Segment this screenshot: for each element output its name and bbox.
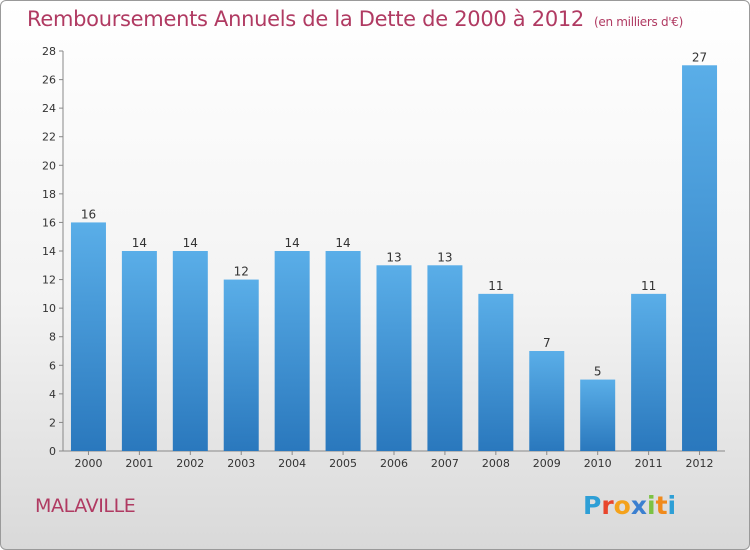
bar-value-label: 14 [285,236,300,250]
x-tick-label: 2009 [533,457,561,470]
bar-value-label: 11 [641,279,656,293]
x-tick-label: 2008 [482,457,510,470]
title-unit: (en milliers d'€) [594,15,684,29]
y-tick-label: 6 [49,359,56,372]
bar-value-label: 7 [543,336,551,350]
y-tick-label: 28 [42,45,56,58]
logo-letter: r [601,491,614,520]
y-tick-label: 24 [42,102,56,115]
bar-2005 [325,251,361,451]
bar-2012 [682,65,718,452]
bar-value-label: 27 [692,50,707,64]
bar-2009 [529,351,565,451]
bar-value-label: 5 [594,365,602,379]
x-tick-label: 2010 [584,457,612,470]
logo-letter: i [667,491,677,520]
x-tick-label: 2006 [380,457,408,470]
logo-letter: x [630,491,647,520]
y-tick-label: 20 [42,159,56,172]
bar-layer [70,65,718,452]
y-tick-label: 2 [49,416,56,429]
y-tick-label: 14 [42,245,56,258]
bar-value-label: 14 [132,236,147,250]
x-tick-label: 2003 [227,457,255,470]
bar-value-label: 13 [437,250,452,264]
proxiti-logo: Proxiti [583,491,676,520]
bar-value-label: 13 [386,250,401,264]
bar-2000 [70,222,106,451]
y-tick-label: 16 [42,216,56,229]
bar-value-label: 14 [183,236,198,250]
y-tick-label: 10 [42,302,56,315]
bar-value-label: 11 [488,279,503,293]
bar-2003 [223,279,259,451]
bar-2002 [172,251,208,451]
x-tick-label: 2005 [329,457,357,470]
logo-letter: t [655,491,668,520]
logo-letter: P [583,491,602,520]
y-tick-label: 8 [49,331,56,344]
x-tick-label: 2012 [686,457,714,470]
x-tick-label: 2001 [125,457,153,470]
y-tick-label: 22 [42,131,56,144]
logo-letter: o [613,491,631,520]
logo-letter: i [647,491,656,520]
y-tick-label: 4 [49,388,56,401]
bar-2001 [121,251,157,451]
bar-2006 [376,265,412,451]
title-text: Remboursements Annuels de la Dette de 20… [27,7,584,31]
bar-value-label: 16 [81,207,96,221]
x-tick-label: 2004 [278,457,306,470]
bar-2008 [478,293,514,451]
bar-value-label: 14 [335,236,350,250]
x-tick-label: 2011 [635,457,663,470]
x-tick-label: 2002 [176,457,204,470]
bar-2010 [580,379,616,451]
bar-2007 [427,265,463,451]
x-tick-label: 2007 [431,457,459,470]
bar-value-label: 12 [234,265,249,279]
town-name: MALAVILLE [35,495,136,517]
y-tick-label: 26 [42,74,56,87]
label-layer: 16 14 14 12 14 14 13 13 11 7 5 11 27 [81,50,707,378]
chart-title: Remboursements Annuels de la Dette de 20… [27,7,683,31]
y-tick-label: 12 [42,274,56,287]
y-tick-label: 18 [42,188,56,201]
bar-2004 [274,251,310,451]
bar-2011 [631,293,667,451]
y-tick-label: 0 [49,445,56,458]
x-tick-label: 2000 [74,457,102,470]
